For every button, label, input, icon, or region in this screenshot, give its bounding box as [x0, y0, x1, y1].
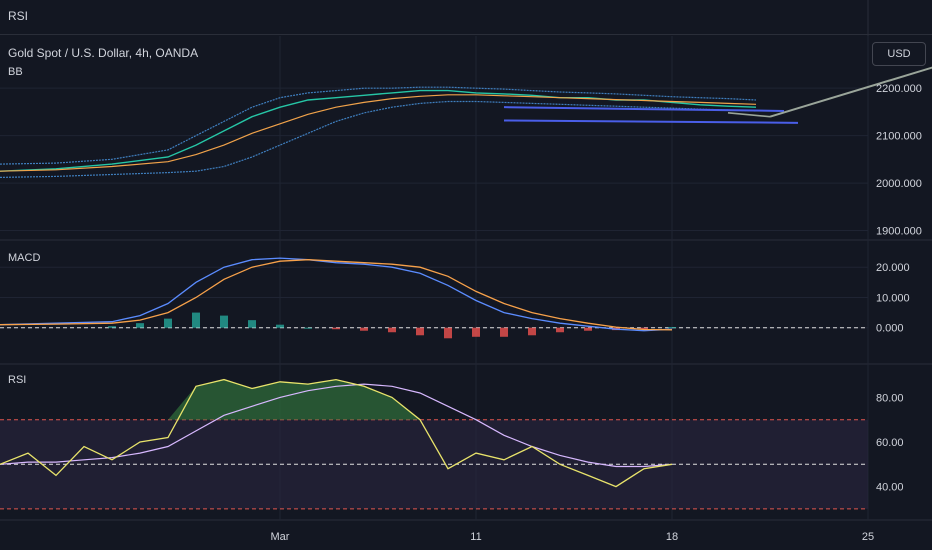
- price-axis: 2200.000 2100.000 2000.000 1900.000 20.000 10…: [271, 83, 922, 543]
- macd-histogram-bar: [136, 323, 144, 328]
- window-title: RSI: [8, 9, 29, 23]
- series-bb_lower: [0, 100, 757, 178]
- price-tick-label: 2100.000: [876, 131, 922, 143]
- projection-arrow: [769, 66, 932, 118]
- series-bb_upper: [0, 86, 757, 165]
- top-bar: RSI: [0, 0, 932, 35]
- macd-histogram-bar: [332, 327, 340, 330]
- time-tick-label: 25: [862, 531, 874, 543]
- projection-lead: [727, 112, 771, 118]
- price-tick-label: 2000.000: [876, 178, 922, 190]
- series-bb_middle: [0, 94, 757, 172]
- rsi-tick-label: 40.00: [876, 482, 904, 494]
- series-rsi: [0, 378, 673, 488]
- rsi-tick-label: 80.00: [876, 392, 904, 404]
- time-tick-label: 18: [666, 531, 678, 543]
- macd-histogram-bar: [640, 327, 648, 330]
- macd-histogram-bar: [668, 327, 676, 329]
- macd-histogram-bar: [360, 327, 368, 331]
- macd-tick-label: 20.000: [876, 262, 910, 274]
- symbol-title: Gold Spot / U.S. Dollar, 4h, OANDA: [8, 46, 198, 60]
- grid: [0, 0, 932, 521]
- rsi-label: RSI: [8, 374, 26, 386]
- rsi-tick-label: 60.00: [876, 437, 904, 449]
- macd-histogram-bar: [416, 327, 424, 336]
- time-tick-label: 11: [470, 531, 481, 543]
- macd-tick-label: 10.000: [876, 292, 910, 304]
- macd-tick-label: 0.000: [876, 323, 904, 335]
- macd-histogram-bar: [584, 327, 592, 331]
- macd-histogram-bar: [192, 312, 200, 328]
- series-rsi-ma: [0, 383, 673, 468]
- rsi-overbought-fill: [0, 379, 672, 420]
- time-tick-label: Mar: [271, 531, 290, 543]
- macd-histogram-bar: [528, 327, 536, 336]
- currency-button[interactable]: USD: [872, 42, 926, 66]
- chart-marks: [0, 66, 932, 510]
- macd-histogram-bar: [108, 326, 116, 328]
- macd-histogram-bar: [472, 327, 480, 337]
- macd-histogram-bar: [388, 327, 396, 333]
- macd-histogram-bar: [164, 318, 172, 328]
- macd-histogram-bar: [444, 327, 452, 339]
- series-signal: [0, 259, 673, 331]
- series-price: [0, 89, 757, 172]
- macd-histogram-bar: [220, 315, 228, 328]
- trend-line: [503, 106, 785, 112]
- price-tick-label: 2200.000: [876, 83, 922, 95]
- bb-label: BB: [8, 66, 23, 78]
- macd-histogram-bar: [500, 327, 508, 337]
- macd-histogram-bar: [556, 327, 564, 333]
- macd-histogram-bar: [276, 324, 284, 328]
- series-macd: [0, 257, 673, 332]
- trend-line: [503, 119, 799, 124]
- macd-histogram-bar: [304, 327, 312, 329]
- price-tick-label: 1900.000: [876, 226, 922, 238]
- macd-histogram-bar: [248, 320, 256, 328]
- macd-label: MACD: [8, 252, 40, 264]
